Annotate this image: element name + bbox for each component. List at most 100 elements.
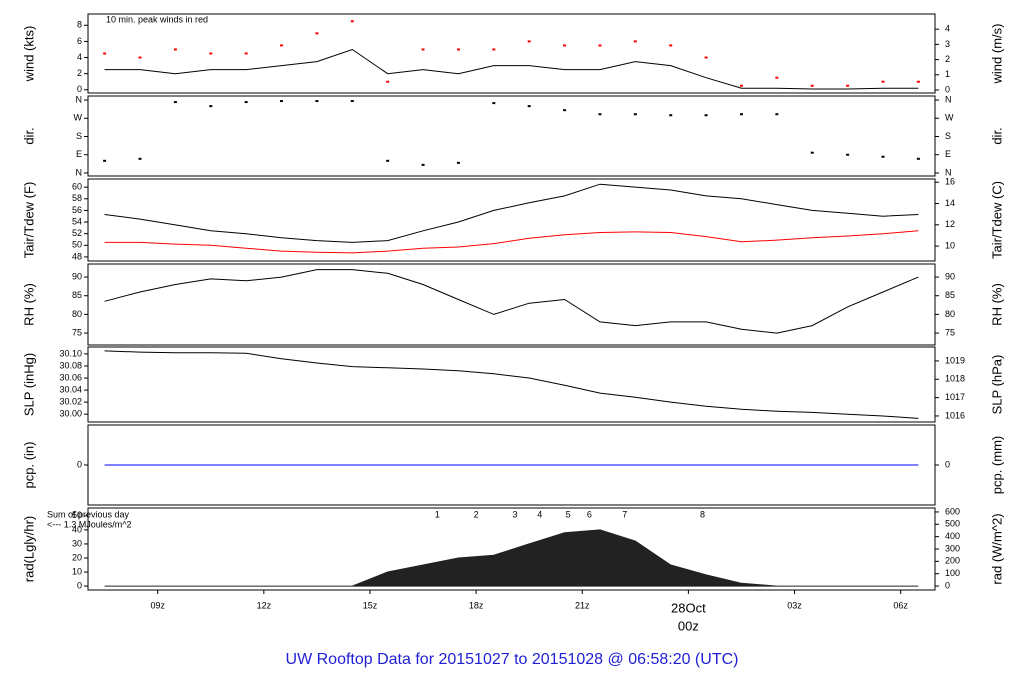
y-tick-label: 50 <box>72 510 82 520</box>
data-point <box>881 155 885 158</box>
area <box>104 529 919 587</box>
data-point <box>173 101 177 104</box>
data-point <box>810 151 814 154</box>
y2-tick-label: 10 <box>945 240 955 250</box>
y-tick-label: 0 <box>77 459 82 469</box>
y2-tick-label: E <box>945 149 951 159</box>
data-point <box>916 157 920 160</box>
y2-tick-label: 0 <box>945 580 950 590</box>
y2-axis-label: Tair/Tdew (C) <box>989 181 1004 259</box>
x-tick-label: 12z <box>257 600 272 610</box>
y-tick-label: 80 <box>72 309 82 319</box>
y2-axis-label: SLP (hPa) <box>989 355 1004 415</box>
caption: UW Rooftop Data for 20151027 to 20151028… <box>286 651 739 668</box>
x-tick-label: 00z <box>678 618 699 633</box>
y2-tick-label: 300 <box>945 543 960 553</box>
data-point <box>669 44 673 47</box>
y2-tick-label: S <box>945 131 951 141</box>
y-tick-label: 30.10 <box>59 348 82 358</box>
data-point <box>244 101 248 104</box>
annotation: 10 min. peak winds in red <box>106 14 208 24</box>
y2-tick-label: 4 <box>945 24 950 34</box>
data-point <box>598 44 602 47</box>
data-point <box>138 56 142 59</box>
y-tick-label: 40 <box>72 524 82 534</box>
hour-marker: 3 <box>513 509 518 519</box>
hour-marker: 5 <box>566 509 571 519</box>
y2-tick-label: 1 <box>945 69 950 79</box>
y2-axis-label: wind (m/s) <box>989 24 1004 85</box>
data-point <box>492 48 496 51</box>
data-point <box>633 113 637 116</box>
y-tick-label: 30.04 <box>59 384 82 394</box>
hour-marker: 4 <box>537 509 542 519</box>
y-tick-label: 75 <box>72 327 82 337</box>
y2-axis-label: rad (W/m^2) <box>989 513 1004 584</box>
y-tick-label: 20 <box>72 552 82 562</box>
y-tick-label: N <box>76 167 83 177</box>
y-tick-label: 6 <box>77 36 82 46</box>
y2-tick-label: 0 <box>945 84 950 94</box>
data-point <box>881 80 885 83</box>
y-tick-label: 90 <box>72 271 82 281</box>
y-tick-label: 10 <box>72 566 82 576</box>
y-axis-label: RH (%) <box>21 283 36 326</box>
data-point <box>563 109 567 112</box>
y2-tick-label: 200 <box>945 556 960 566</box>
panel-frame <box>87 178 936 262</box>
y2-tick-label: 90 <box>945 271 955 281</box>
y-tick-label: 2 <box>77 68 82 78</box>
y-axis-label: wind (kts) <box>21 26 36 83</box>
x-tick-label: 09z <box>150 600 165 610</box>
panel-frame <box>87 346 936 423</box>
y-tick-label: 60 <box>72 182 82 192</box>
y-axis-label: dir. <box>21 127 36 144</box>
y-tick-label: 30.06 <box>59 372 82 382</box>
data-point <box>456 161 460 164</box>
data-point <box>739 84 743 87</box>
data-point <box>704 114 708 117</box>
line <box>104 48 919 90</box>
y2-tick-label: 100 <box>945 568 960 578</box>
y-tick-label: 30.02 <box>59 396 82 406</box>
x-tick-label: 15z <box>363 600 378 610</box>
data-point <box>669 114 673 117</box>
y-tick-label: 52 <box>72 228 82 238</box>
y2-axis-label: RH (%) <box>989 283 1004 326</box>
data-point <box>315 32 319 35</box>
y2-tick-label: 1018 <box>945 374 965 384</box>
data-point <box>916 80 920 83</box>
line <box>104 230 919 254</box>
y2-tick-label: 85 <box>945 290 955 300</box>
data-point <box>421 48 425 51</box>
data-point <box>492 102 496 105</box>
y2-tick-label: W <box>945 113 954 123</box>
x-tick-label: 18z <box>469 600 484 610</box>
y2-tick-label: 600 <box>945 506 960 516</box>
data-point <box>846 84 850 87</box>
panel-frame <box>87 95 936 177</box>
hour-marker: 8 <box>700 509 705 519</box>
y-tick-label: 85 <box>72 290 82 300</box>
panel-frame <box>87 263 936 346</box>
y2-tick-label: N <box>945 167 952 177</box>
y-tick-label: 58 <box>72 193 82 203</box>
y2-tick-label: 16 <box>945 177 955 187</box>
y2-tick-label: 400 <box>945 531 960 541</box>
y2-tick-label: 80 <box>945 309 955 319</box>
y2-tick-label: 0 <box>945 459 950 469</box>
y-tick-label: 0 <box>77 580 82 590</box>
y-axis-label: rad(Lgly/hr) <box>21 516 36 582</box>
y-tick-label: 56 <box>72 205 82 215</box>
y2-tick-label: 75 <box>945 327 955 337</box>
y-axis-label: SLP (inHg) <box>21 353 36 416</box>
data-point <box>810 84 814 87</box>
y2-tick-label: 1017 <box>945 392 965 402</box>
data-point <box>315 100 319 103</box>
y2-tick-label: 1016 <box>945 410 965 420</box>
y2-tick-label: 2 <box>945 54 950 64</box>
data-point <box>704 56 708 59</box>
y-tick-label: 30 <box>72 538 82 548</box>
y2-tick-label: 12 <box>945 219 955 229</box>
